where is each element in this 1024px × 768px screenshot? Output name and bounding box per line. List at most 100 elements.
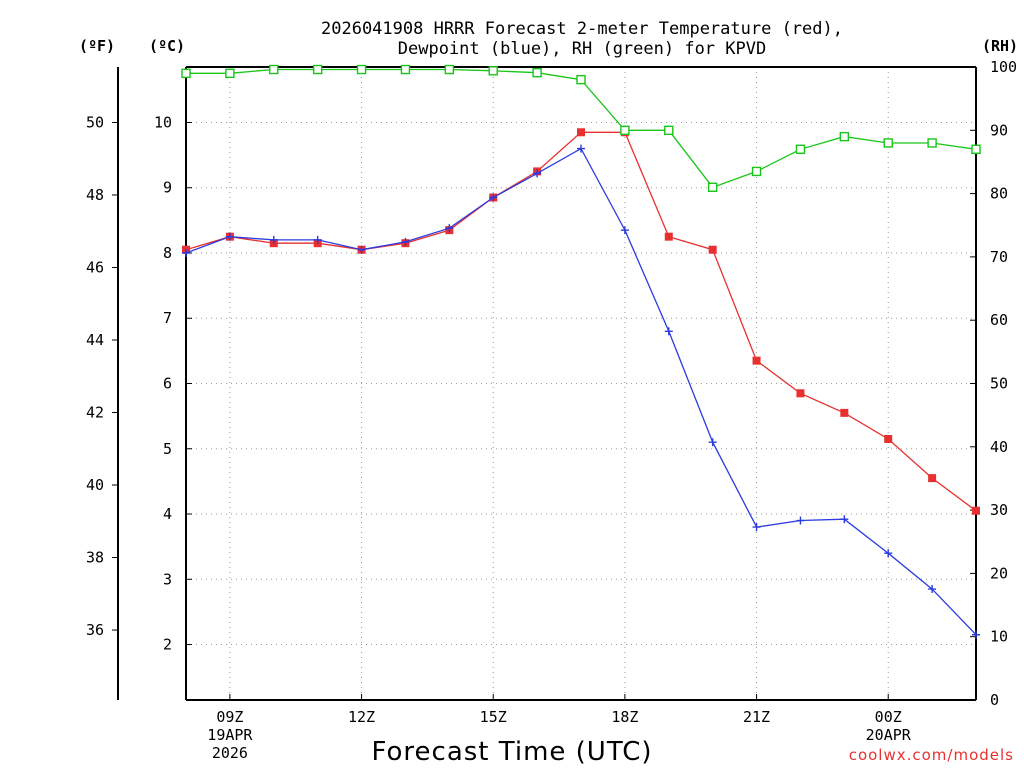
rh-point [664,125,674,136]
x-tick-label: 09Z [216,708,243,726]
dewpoint-point [620,226,629,235]
dewpoint-line [185,147,977,636]
fahrenheit-tick-label: 46 [86,258,104,276]
x-tick-label: 21Z [743,708,770,726]
chart-title-line-2: Dewpoint (blue), RH (green) for KPVD [398,39,766,59]
dewpoint-series [182,144,980,639]
x-tick-label: 18Z [611,708,638,726]
rh-tick-label: 10 [990,628,1008,646]
rh-point [488,66,498,76]
fahrenheit-tick-label: 42 [86,404,104,422]
fahrenheit-tick-label: 50 [86,113,104,131]
celsius-tick-label: 7 [163,309,172,327]
rh-unit-label: (RH) [982,37,1018,55]
dewpoint-point [269,235,278,244]
dewpoint-point [401,237,410,246]
fahrenheit-unit-label: (ºF) [79,37,115,55]
rh-point [312,64,323,75]
dewpoint-point [357,245,366,254]
rh-point [532,67,542,78]
rh-tick-label: 50 [990,375,1008,393]
celsius-tick-label: 2 [163,636,172,654]
temperature-point [928,474,937,483]
rh-series [181,64,981,192]
x-tick-label: 2026 [212,744,248,762]
rh-point [927,138,937,148]
rh-point [400,64,411,75]
temperature-line [185,131,977,512]
dewpoint-point [840,515,849,524]
temperature-point [796,389,805,398]
dewpoint-point [577,144,585,153]
x-tick-label: 00Z [875,708,902,726]
rh-tick-label: 30 [990,501,1008,519]
chart-title-line-1: 2026041908 HRRR Forecast 2-meter Tempera… [321,19,843,39]
dewpoint-point [225,232,234,241]
x-tick-label: 19APR [207,726,253,744]
fahrenheit-tick-label: 44 [86,331,104,349]
rh-point [839,131,850,142]
celsius-tick-label: 3 [163,570,172,588]
temperature-series [182,128,980,515]
rh-point [883,138,893,148]
dewpoint-point [664,327,673,336]
celsius-tick-label: 4 [163,505,172,523]
rh-tick-label: 0 [990,691,999,709]
rh-point [576,74,586,85]
dewpoint-point [884,549,893,558]
rh-point [444,64,455,75]
rh-tick-label: 100 [990,58,1017,76]
temperature-point [664,232,673,241]
x-axis-label: Forecast Time (UTC) [371,737,652,767]
celsius-tick-label: 10 [154,113,172,131]
rh-point [707,182,718,192]
rh-point [181,68,191,79]
data-series [181,64,981,639]
rh-tick-label: 60 [990,311,1008,329]
temperature-point [752,356,761,365]
dewpoint-point [928,585,937,594]
rh-point [751,166,762,177]
temperature-point [884,434,893,443]
celsius-tick-label: 6 [163,375,172,393]
rh-point [620,125,630,136]
rh-point [971,144,981,154]
temperature-point [708,245,717,254]
rh-tick-label: 70 [990,248,1008,266]
celsius-tick-label: 9 [163,179,172,197]
temperature-point [577,128,585,137]
dewpoint-point [313,235,322,244]
dewpoint-point [796,516,805,525]
rh-tick-label: 40 [990,438,1008,456]
dewpoint-point [752,523,761,532]
dewpoint-point [708,438,717,447]
celsius-tick-label: 8 [163,244,172,262]
rh-point [269,64,279,75]
x-tick-label: 15Z [480,708,507,726]
celsius-unit-label: (ºC) [149,37,185,55]
dewpoint-point [489,193,498,202]
rh-point [356,64,367,75]
dewpoint-point [972,630,980,639]
dewpoint-point [182,248,190,257]
rh-tick-label: 80 [990,185,1008,203]
dewpoint-point [533,169,542,178]
fahrenheit-tick-label: 36 [86,621,104,639]
rh-tick-label: 90 [990,121,1008,139]
fahrenheit-tick-label: 40 [86,476,104,494]
rh-point [225,68,235,79]
rh-tick-label: 20 [990,564,1008,582]
fahrenheit-tick-label: 38 [86,549,104,567]
dewpoint-point [445,224,454,233]
temperature-point [972,506,980,515]
celsius-tick-label: 5 [163,440,172,458]
grid-lines [186,67,976,700]
temperature-point [840,408,849,417]
rh-point [795,144,806,154]
fahrenheit-tick-label: 48 [86,186,104,204]
x-tick-label: 20APR [866,726,912,744]
x-tick-label: 12Z [348,708,375,726]
credit-label: coolwx.com/models [849,746,1014,764]
